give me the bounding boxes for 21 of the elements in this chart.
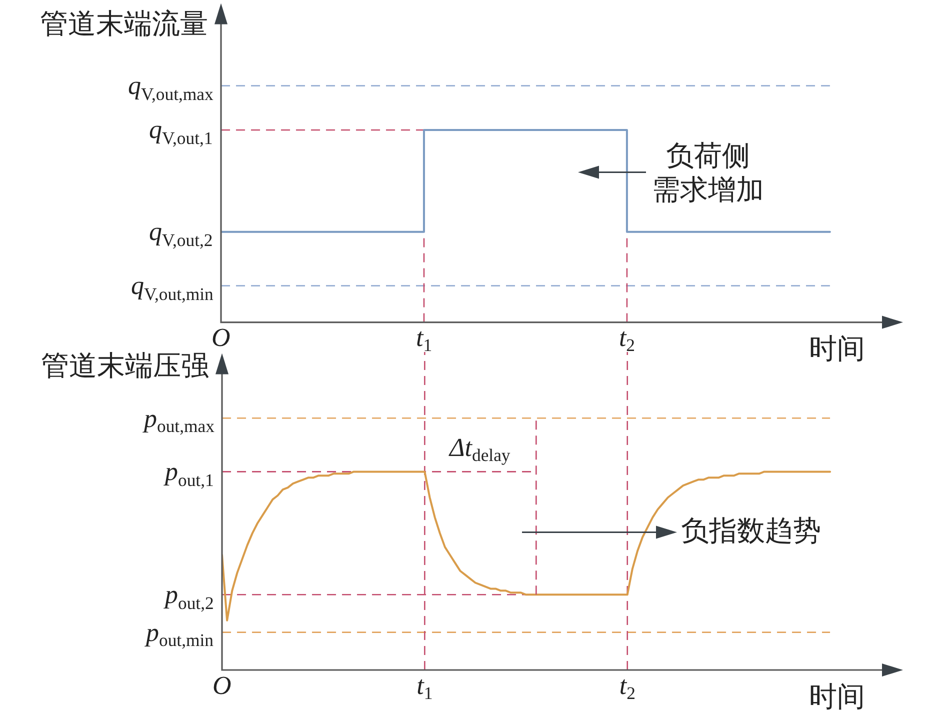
x-tick-label: t$_{1}$ [416,670,433,704]
annotation: 负指数趋势 [681,515,821,550]
x-axis-title: 时间 [809,681,865,715]
text: Δt$_{delay}$ [450,432,510,466]
ref-line-label: q$_{V,out,max}$ [128,71,214,104]
ref-line-label: q$_{V,out,min}$ [131,271,214,304]
ref-line-label: p$_{out,max}$ [144,404,214,436]
y-axis-title: 管道末端压强 [41,350,209,384]
x-tick-label: O [212,322,230,352]
x-tick-label: t$_{2}$ [619,670,636,704]
text: q$_{V,out,1}$ [149,115,213,148]
x-tick-label: t$_{2}$ [618,322,636,356]
text: q$_{V,out,2}$ [149,217,213,250]
annotation: 负荷侧需求增加 [652,140,764,208]
x-tick-label: O [212,670,232,700]
text: p$_{out,1}$ [165,457,214,490]
x-axis-title: 时间 [809,333,865,368]
x-tick-label: t$_{1}$ [416,322,432,356]
ref-line-label: p$_{out,min}$ [146,618,214,650]
y-axis-title: 管道末端流量 [40,8,208,42]
text: p$_{out,2}$ [165,580,214,613]
